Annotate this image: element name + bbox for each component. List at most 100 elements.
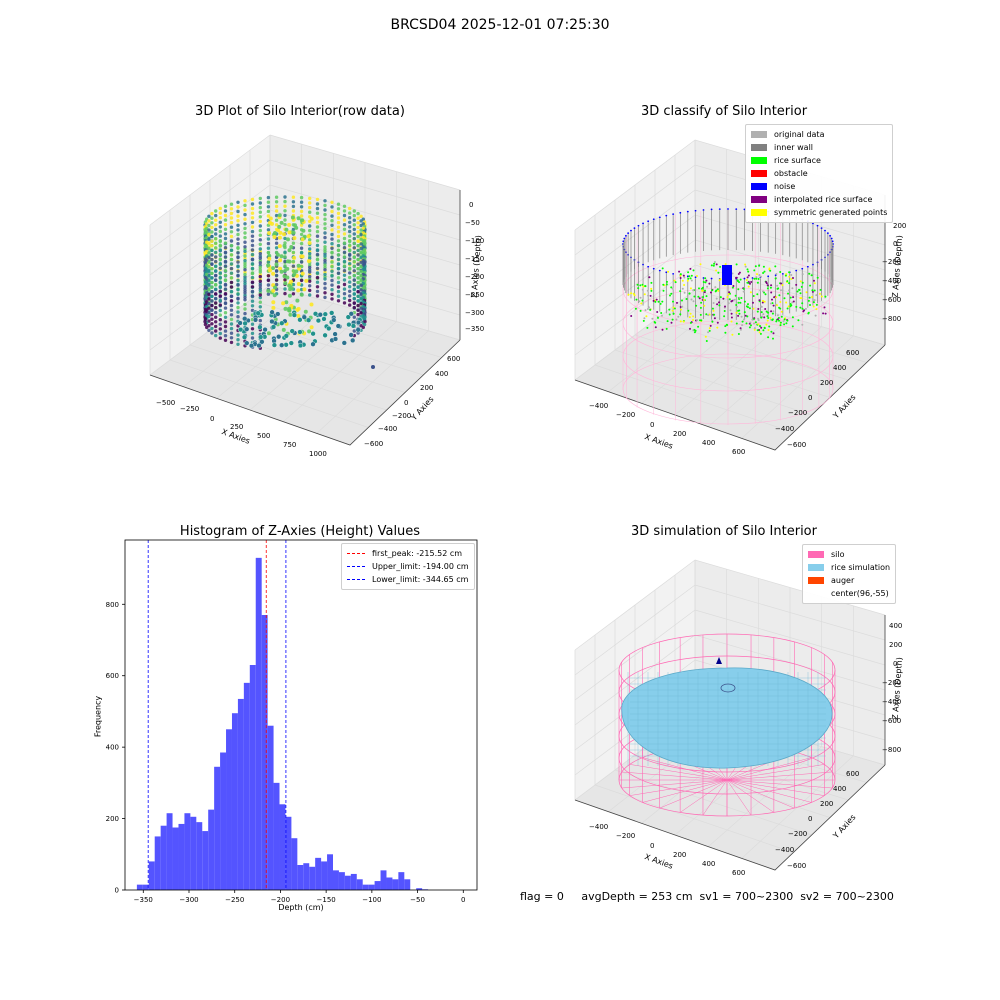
p1-point: [356, 216, 360, 220]
p2-point: [719, 265, 722, 268]
p1-point: [352, 232, 356, 236]
p1-point: [271, 271, 276, 276]
p2-point: [688, 292, 691, 295]
histogram-bar: [380, 870, 387, 890]
p1-point: [229, 266, 234, 271]
p2-point: [654, 326, 657, 329]
p1-point: [214, 296, 218, 301]
p1-point: [323, 295, 327, 300]
p2-point: [816, 276, 819, 279]
p1-point: [203, 319, 207, 324]
p1-point: [244, 326, 250, 332]
p2-point: [772, 332, 775, 335]
p1-point: [287, 306, 292, 311]
p1-point: [271, 300, 276, 305]
p1-point: [348, 252, 352, 257]
p2-point: [785, 301, 788, 304]
p1-point: [330, 260, 334, 264]
p1-point: [330, 219, 334, 223]
p2-point: [671, 318, 674, 321]
p2-point: [662, 289, 665, 292]
p1-point: [236, 219, 240, 223]
p2-point: [749, 282, 751, 285]
p2-point: [756, 329, 759, 332]
p1-point: [273, 285, 277, 290]
p1-point: [236, 274, 240, 278]
p1-point: [336, 262, 341, 266]
p2-point: [823, 306, 826, 309]
p2-point: [769, 269, 772, 272]
p4-ztick: 400: [889, 622, 903, 630]
p1-point: [272, 293, 277, 298]
p2-point: [668, 313, 671, 316]
p1-point: [223, 324, 228, 329]
p2-point: [689, 321, 692, 324]
p1-point: [214, 282, 218, 287]
p2-noise-point: [820, 227, 823, 230]
p1-point: [352, 236, 356, 241]
p1-point: [359, 246, 363, 251]
p2-point: [755, 277, 758, 280]
p1-point: [229, 271, 234, 275]
p1-point: [274, 278, 279, 282]
p1-point: [223, 264, 228, 268]
p2-point: [791, 325, 794, 328]
p1-point: [279, 320, 285, 326]
p2-point: [640, 302, 643, 305]
p2-point: [738, 312, 741, 315]
p1-point: [352, 227, 356, 232]
p1-point: [308, 293, 312, 297]
p2-point: [649, 294, 652, 297]
p2-point: [767, 317, 770, 319]
p1-point: [309, 325, 314, 330]
p1-point: [342, 259, 347, 264]
p1-point: [236, 265, 240, 269]
p2-axis-line: [574, 344, 886, 451]
p2-point: [737, 273, 740, 275]
p2-point: [748, 307, 751, 310]
legend-item: rice surface: [751, 154, 887, 167]
p1-point: [243, 240, 247, 244]
p4-silo-spoke: [726, 764, 825, 781]
p1-point: [218, 322, 222, 326]
histogram-bar: [190, 816, 197, 890]
p1-point: [229, 289, 234, 294]
p2-point: [707, 331, 710, 334]
p1-point: [236, 205, 240, 209]
p2-point: [672, 300, 674, 303]
p1-point: [229, 220, 234, 225]
p2-point: [757, 323, 760, 326]
p1-point: [348, 220, 352, 224]
panel2-title: 3D classify of Silo Interior: [640, 104, 808, 119]
p4-silo-spoke: [621, 771, 728, 781]
p1-point: [352, 269, 356, 273]
p1-point: [262, 327, 268, 333]
legend-label: center(96,-55): [831, 589, 889, 598]
p1-point: [356, 294, 360, 299]
p2-point: [679, 313, 682, 316]
p1-point: [223, 311, 228, 315]
p1-point: [352, 301, 356, 305]
p2-point: [746, 276, 749, 279]
p2-point: [752, 307, 755, 310]
p1-point: [322, 332, 328, 338]
legend-item: silo: [808, 548, 890, 561]
p1-point: [356, 267, 360, 271]
p2-point: [749, 291, 752, 294]
p2-gridline: [694, 289, 886, 346]
p4-legend: silo rice simulation auger center(96,-55…: [802, 544, 897, 604]
p1-point: [218, 313, 222, 317]
p1-point: [352, 287, 356, 291]
p1-point: [336, 257, 341, 262]
p2-point: [772, 337, 774, 340]
p1-point: [223, 338, 228, 342]
p1-point: [218, 285, 222, 289]
p1-point: [214, 259, 218, 264]
panel4-title: 3D simulation of Silo Interior: [631, 524, 817, 539]
p2-point: [810, 274, 813, 277]
p2-point: [717, 271, 720, 274]
p1-point: [299, 241, 304, 246]
p2-point: [757, 308, 760, 310]
p1-point: [210, 216, 214, 220]
